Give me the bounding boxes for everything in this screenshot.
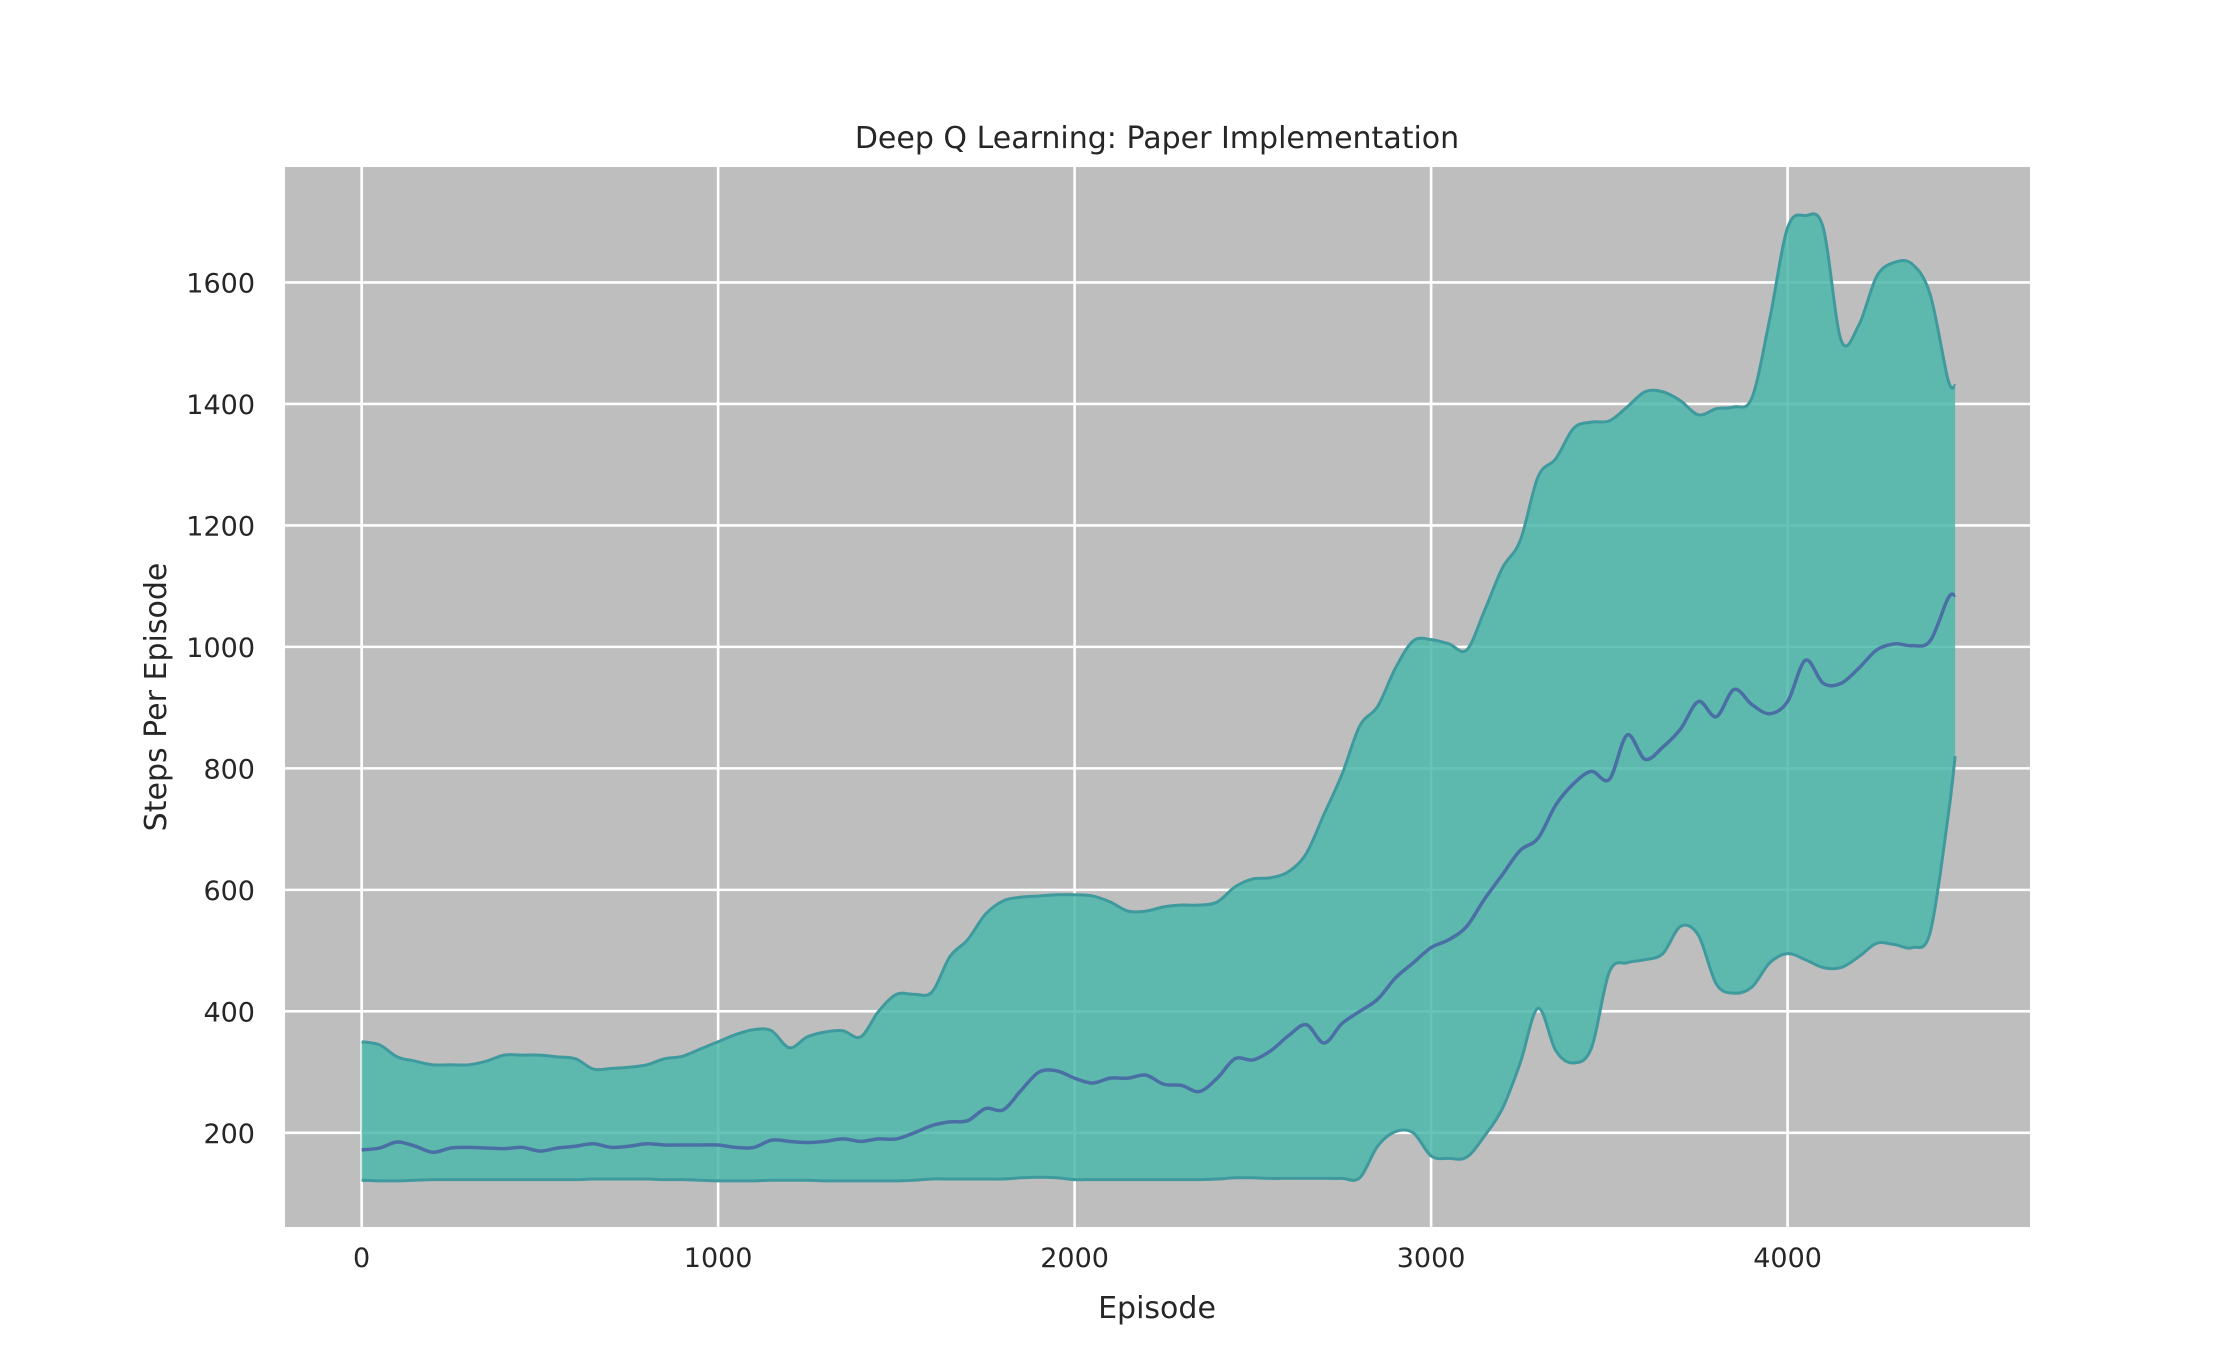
y-tick-label: 1400: [186, 390, 255, 421]
x-axis-label: Episode: [1098, 1291, 1216, 1326]
y-tick-label: 200: [203, 1119, 255, 1150]
mean-line: [361, 592, 1956, 1155]
y-axis-label: Steps Per Episode: [139, 563, 174, 832]
y-tick-label: 1000: [186, 633, 255, 664]
x-tick-label: 0: [353, 1243, 370, 1274]
line-layer: [361, 212, 1957, 1183]
y-tick-labels: 200 400 600 800 1000 1200 1400 1600: [186, 268, 255, 1149]
y-tick-label: 600: [203, 876, 255, 907]
x-tick-label: 1000: [684, 1243, 753, 1274]
upper-bound-line: [361, 212, 1957, 1072]
band-layer: [361, 213, 1956, 1181]
x-tick-label: 2000: [1040, 1243, 1109, 1274]
x-tick-labels: 0 1000 2000 3000 4000: [353, 1243, 1822, 1274]
band-area: [361, 213, 1956, 1181]
y-tick-label: 400: [203, 997, 255, 1028]
x-tick-label: 4000: [1753, 1243, 1822, 1274]
y-tick-label: 800: [203, 754, 255, 785]
y-tick-label: 1600: [186, 268, 255, 299]
y-tick-label: 1200: [186, 511, 255, 542]
chart-title: Deep Q Learning: Paper Implementation: [855, 121, 1459, 156]
lower-bound-line: [361, 756, 1957, 1183]
x-tick-label: 3000: [1397, 1243, 1466, 1274]
